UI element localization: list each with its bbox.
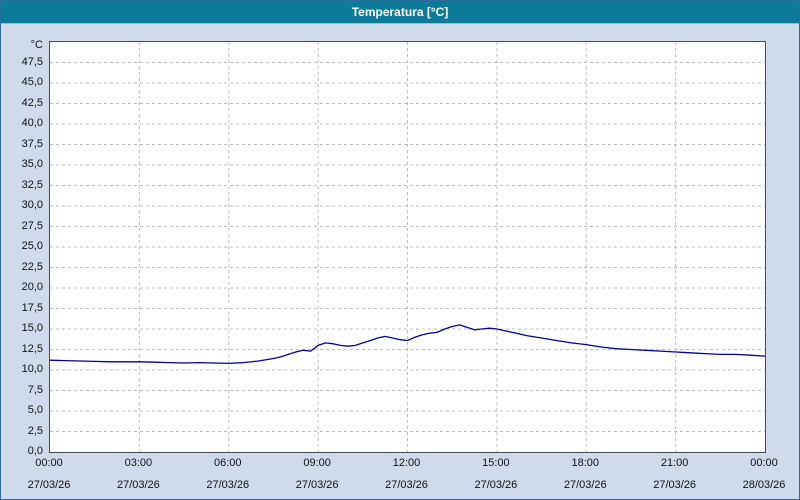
y-tick-label: 32,5 [21, 178, 43, 191]
y-tick-label: 5,0 [27, 404, 43, 416]
y-tick-label: 27,5 [21, 219, 43, 232]
y-tick-label: 7,5 [27, 383, 43, 396]
x-time-label: 21:00 [660, 457, 689, 469]
y-tick-label: 37,5 [21, 137, 43, 150]
x-time-label: 18:00 [571, 457, 600, 469]
y-tick-label: 10,0 [21, 363, 43, 375]
y-tick-label: 47,5 [21, 55, 43, 68]
x-time-label: 06:00 [213, 457, 242, 469]
x-date-label: 27/03/26 [653, 479, 697, 491]
y-tick-label: 42,5 [21, 96, 43, 109]
y-tick-label: 20,0 [21, 281, 43, 293]
chart-title: Temperatura [°C] [1, 1, 799, 24]
y-tick-label: 35,0 [21, 158, 43, 170]
x-time-label: 00:00 [35, 457, 63, 469]
x-date-label: 27/03/26 [563, 479, 607, 491]
x-time-label: 00:00 [750, 457, 778, 469]
y-tick-label: 25,0 [21, 240, 43, 252]
x-date-label: 28/03/26 [742, 479, 786, 491]
y-axis-unit-label: °C [30, 39, 43, 51]
y-tick-label: 2,5 [27, 424, 43, 437]
y-tick-label: 40,0 [21, 117, 43, 129]
x-date-label: 27/03/26 [27, 479, 71, 491]
y-tick-label: 22,5 [21, 260, 43, 273]
y-tick-label: 30,0 [21, 199, 43, 211]
y-tick-label: 17,5 [21, 301, 43, 314]
plot-area [49, 41, 766, 453]
temperature-line-chart [50, 42, 765, 452]
x-date-label: 27/03/26 [474, 479, 518, 491]
y-tick-label: 0,0 [27, 445, 43, 457]
y-tick-label: 15,0 [21, 322, 43, 334]
x-time-label: 03:00 [124, 457, 153, 469]
y-tick-label: 12,5 [21, 342, 43, 355]
x-date-label: 27/03/26 [385, 479, 428, 491]
x-date-label: 27/03/26 [116, 479, 160, 491]
x-time-label: 09:00 [303, 457, 331, 469]
x-time-label: 15:00 [482, 457, 510, 469]
x-date-label: 27/03/26 [295, 479, 339, 491]
y-tick-label: 45,0 [21, 76, 43, 88]
x-time-label: 12:00 [392, 457, 421, 469]
x-date-label: 27/03/26 [206, 479, 250, 491]
temperature-series-line [50, 324, 765, 365]
